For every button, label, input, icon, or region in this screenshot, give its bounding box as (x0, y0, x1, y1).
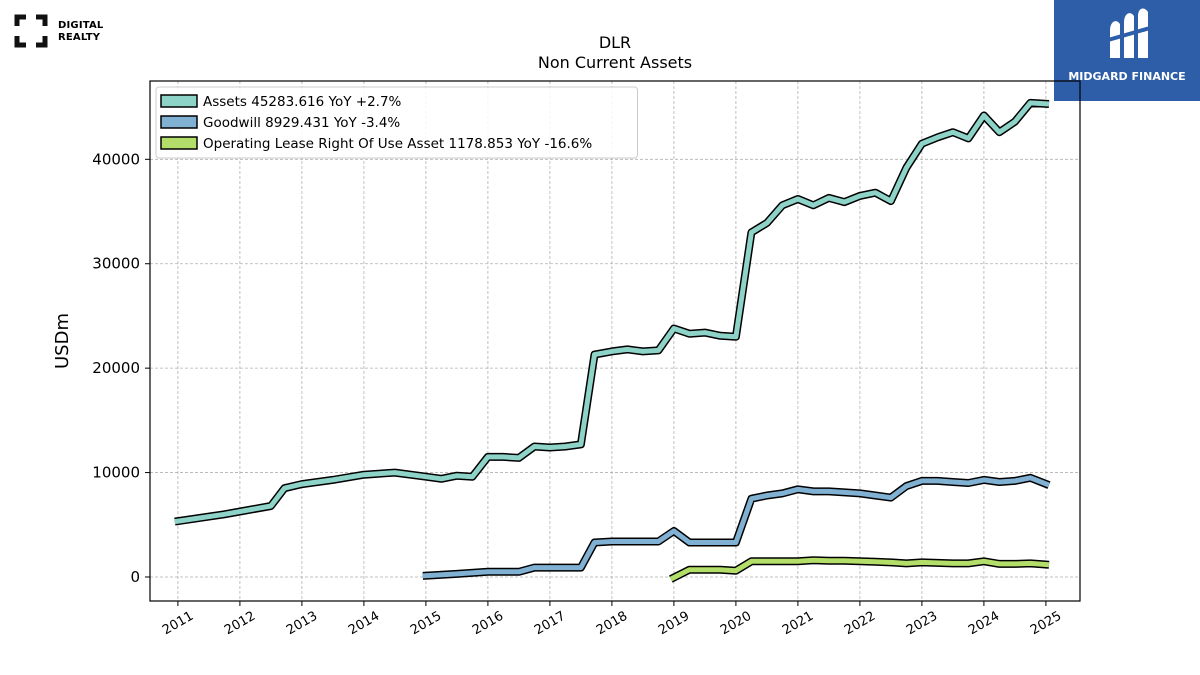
chart-subtitle: Non Current Assets (537, 53, 693, 72)
digital-realty-logo: DIGITAL REALTY (14, 14, 124, 54)
x-tick-label: 2014 (346, 609, 382, 639)
x-tick-label: 2012 (222, 609, 258, 639)
y-tick-label: 10000 (92, 464, 140, 482)
x-tick-label: 2013 (284, 609, 320, 639)
x-tick-label: 2015 (408, 609, 444, 639)
midgard-finance-logo: MIDGARD FINANCE (1054, 0, 1200, 101)
y-axis: 0 10000 20000 30000 40000 (92, 150, 150, 586)
plot-frame (149, 80, 1081, 602)
series-line-1 (174, 100, 1050, 525)
x-tick-label: 2018 (594, 609, 630, 639)
y-axis-label: USDm (52, 313, 73, 369)
series-line-2 (422, 475, 1050, 579)
legend-box (155, 86, 638, 159)
x-tick-label: 2016 (470, 609, 506, 639)
midgard-emblem-icon (1107, 8, 1151, 58)
legend-swatch (160, 94, 198, 108)
legend: Assets 45283.616 YoY +2.7% Goodwill 8929.… (155, 86, 638, 159)
legend-swatch (160, 136, 198, 150)
digital-realty-wordmark: DIGITAL REALTY (58, 20, 104, 44)
x-tick-label: 2023 (904, 609, 940, 639)
x-tick-label: 2025 (1028, 609, 1064, 639)
grid-lines (150, 81, 1080, 601)
x-tick-label: 2021 (780, 609, 816, 639)
x-tick-label: 2017 (532, 609, 568, 639)
wordmark-line-2: REALTY (58, 32, 101, 43)
legend-label: Goodwill 8929.431 YoY -3.4% (203, 115, 400, 131)
y-tick-label: 20000 (92, 359, 140, 377)
midgard-finance-wordmark: MIDGARD FINANCE (1068, 70, 1186, 83)
bracket-logo-icon (14, 14, 48, 48)
x-tick-label: 2022 (842, 609, 878, 639)
x-tick-label: 2019 (656, 609, 692, 639)
y-tick-label: 40000 (92, 150, 140, 168)
series-line-3 (669, 557, 1050, 582)
legend-label: Operating Lease Right Of Use Asset 1178.… (203, 136, 592, 152)
x-tick-label: 2020 (718, 609, 754, 639)
x-axis: 2011 2012 2013 2014 2015 2016 2017 2018 2019 2020… (160, 601, 1064, 638)
legend-label: Assets 45283.616 YoY +2.7% (203, 94, 402, 110)
legend-swatch (160, 115, 198, 129)
series-lines (174, 98, 1051, 583)
y-tick-label: 30000 (92, 255, 140, 273)
y-tick-label: 0 (130, 568, 140, 586)
wordmark-line-1: DIGITAL (58, 20, 104, 31)
x-tick-label: 2011 (160, 609, 196, 639)
chart-title: DLR (598, 33, 632, 52)
x-tick-label: 2024 (966, 609, 1002, 639)
